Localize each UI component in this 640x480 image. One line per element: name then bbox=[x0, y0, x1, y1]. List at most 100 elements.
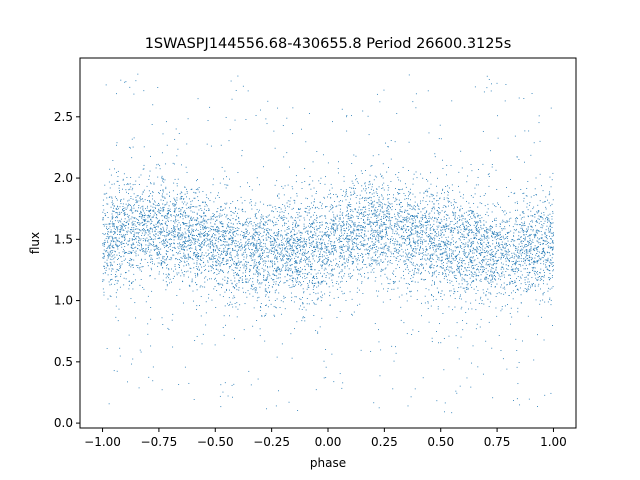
data-point bbox=[142, 200, 144, 202]
data-point bbox=[465, 255, 467, 257]
data-point bbox=[242, 282, 244, 283]
data-point bbox=[364, 206, 366, 208]
data-point bbox=[379, 230, 381, 232]
data-point bbox=[238, 217, 240, 218]
data-point bbox=[205, 204, 207, 205]
data-point bbox=[457, 232, 458, 234]
data-point bbox=[284, 269, 286, 271]
data-point bbox=[369, 220, 371, 222]
data-point bbox=[334, 268, 336, 270]
data-point bbox=[406, 254, 408, 256]
data-point bbox=[228, 239, 230, 241]
data-point bbox=[172, 203, 174, 205]
data-point bbox=[207, 239, 209, 241]
data-point bbox=[411, 218, 413, 220]
data-point bbox=[196, 262, 198, 264]
data-point bbox=[229, 253, 231, 255]
data-point bbox=[456, 278, 458, 279]
data-point bbox=[288, 248, 290, 250]
data-point bbox=[398, 260, 400, 262]
data-point bbox=[304, 231, 306, 233]
data-point bbox=[170, 211, 171, 212]
data-point bbox=[526, 250, 528, 252]
data-point bbox=[552, 222, 554, 224]
data-point bbox=[172, 205, 174, 207]
data-point bbox=[286, 217, 288, 219]
data-point bbox=[157, 234, 159, 236]
data-point bbox=[463, 212, 465, 214]
data-point bbox=[516, 278, 517, 280]
data-point bbox=[260, 257, 262, 259]
data-point bbox=[432, 245, 434, 247]
data-point bbox=[530, 221, 532, 223]
data-point bbox=[500, 238, 502, 240]
data-point bbox=[295, 253, 297, 255]
data-point bbox=[264, 269, 266, 271]
data-point bbox=[112, 255, 114, 257]
data-point bbox=[444, 250, 446, 252]
data-point bbox=[313, 246, 314, 248]
data-point bbox=[306, 245, 307, 247]
data-point bbox=[120, 273, 122, 275]
data-point bbox=[247, 238, 249, 240]
data-point bbox=[183, 233, 185, 235]
data-point bbox=[444, 241, 446, 243]
data-point bbox=[529, 234, 531, 236]
data-point bbox=[294, 257, 296, 259]
data-point bbox=[173, 242, 175, 244]
data-point bbox=[287, 237, 289, 239]
data-point bbox=[150, 243, 152, 245]
data-point bbox=[412, 240, 414, 242]
data-point bbox=[188, 237, 190, 239]
data-point bbox=[479, 218, 481, 220]
data-point bbox=[199, 263, 201, 265]
data-point bbox=[426, 232, 427, 233]
data-point bbox=[225, 244, 227, 246]
data-point bbox=[486, 246, 488, 248]
data-point bbox=[236, 215, 237, 217]
data-point bbox=[378, 227, 380, 229]
data-point bbox=[159, 219, 161, 221]
data-point bbox=[118, 231, 120, 233]
data-point bbox=[414, 246, 416, 247]
data-point bbox=[164, 242, 166, 244]
data-point bbox=[524, 236, 526, 238]
data-point bbox=[315, 255, 317, 257]
data-point bbox=[449, 223, 451, 225]
data-point bbox=[222, 234, 224, 236]
data-point bbox=[164, 222, 166, 224]
data-point bbox=[398, 250, 400, 252]
data-point bbox=[257, 276, 259, 278]
data-point bbox=[234, 272, 236, 273]
data-point bbox=[373, 252, 375, 254]
data-point bbox=[107, 203, 109, 205]
data-point bbox=[544, 236, 546, 238]
data-point bbox=[381, 283, 383, 285]
data-point bbox=[348, 201, 350, 203]
data-point bbox=[508, 232, 510, 234]
data-point bbox=[322, 256, 323, 258]
data-point bbox=[509, 274, 511, 276]
data-point bbox=[519, 276, 521, 278]
data-point bbox=[376, 188, 377, 190]
data-point bbox=[327, 223, 328, 225]
data-point bbox=[502, 267, 504, 268]
data-point bbox=[548, 270, 550, 272]
data-point bbox=[295, 266, 297, 268]
data-point bbox=[430, 229, 432, 231]
data-point bbox=[158, 237, 160, 239]
data-point bbox=[165, 163, 167, 165]
data-point bbox=[421, 233, 423, 235]
data-point bbox=[542, 201, 544, 203]
data-point bbox=[158, 271, 160, 273]
data-point bbox=[258, 234, 260, 236]
data-point bbox=[252, 277, 254, 279]
data-point bbox=[214, 258, 216, 260]
data-point bbox=[304, 273, 306, 274]
data-point bbox=[494, 218, 495, 220]
data-point bbox=[404, 239, 406, 241]
data-point bbox=[365, 211, 367, 213]
data-point bbox=[177, 253, 179, 255]
data-point bbox=[159, 233, 161, 234]
data-point bbox=[182, 222, 183, 223]
